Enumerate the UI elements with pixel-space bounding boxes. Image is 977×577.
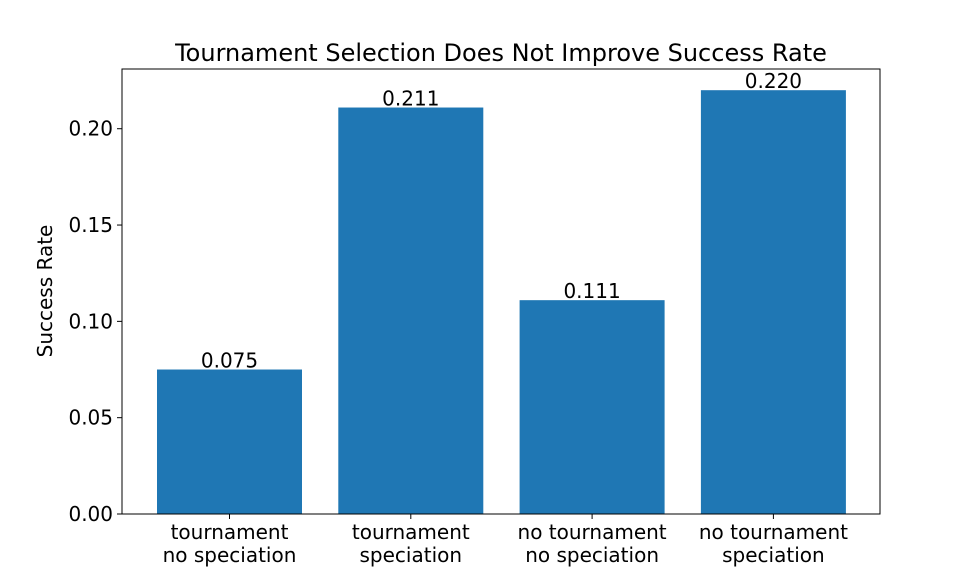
bars-group [157, 90, 846, 514]
y-tick-label-4: 0.15 [68, 213, 113, 237]
bar-value-label-1: 0.075 [201, 349, 258, 373]
chart-title: Tournament Selection Does Not Improve Su… [174, 39, 827, 67]
plot-area-frame [121, 68, 881, 515]
bar-2 [338, 107, 484, 514]
x-tick-label-1: tournament no speciation [163, 520, 297, 567]
y-tick-label-1: 0.00 [68, 502, 113, 526]
y-tick-label-5: 0.20 [68, 117, 113, 141]
bar-1 [157, 369, 302, 514]
bar-value-label-3: 0.111 [563, 279, 620, 303]
bar-4 [700, 90, 846, 514]
bar-3 [519, 300, 665, 514]
y-tick-label-3: 0.10 [68, 309, 113, 333]
x-tick-label-2: tournament speciation [352, 520, 470, 567]
y-tick-label-2: 0.05 [68, 406, 113, 430]
bar-value-label-2: 0.211 [382, 87, 439, 111]
x-tick-label-4: no tournament speciation [699, 520, 848, 567]
x-tick-label-3: no tournament no speciation [518, 520, 667, 567]
y-axis-ticks: 0.00 0.05 0.10 0.15 0.20 [68, 117, 122, 526]
bar-value-label-4: 0.220 [745, 69, 802, 93]
y-axis-label: Success Rate [33, 225, 57, 358]
value-labels-group: 0.075 0.211 0.111 0.220 [201, 69, 802, 372]
x-axis-ticks: tournament no speciation tournament speciat… [163, 514, 848, 567]
